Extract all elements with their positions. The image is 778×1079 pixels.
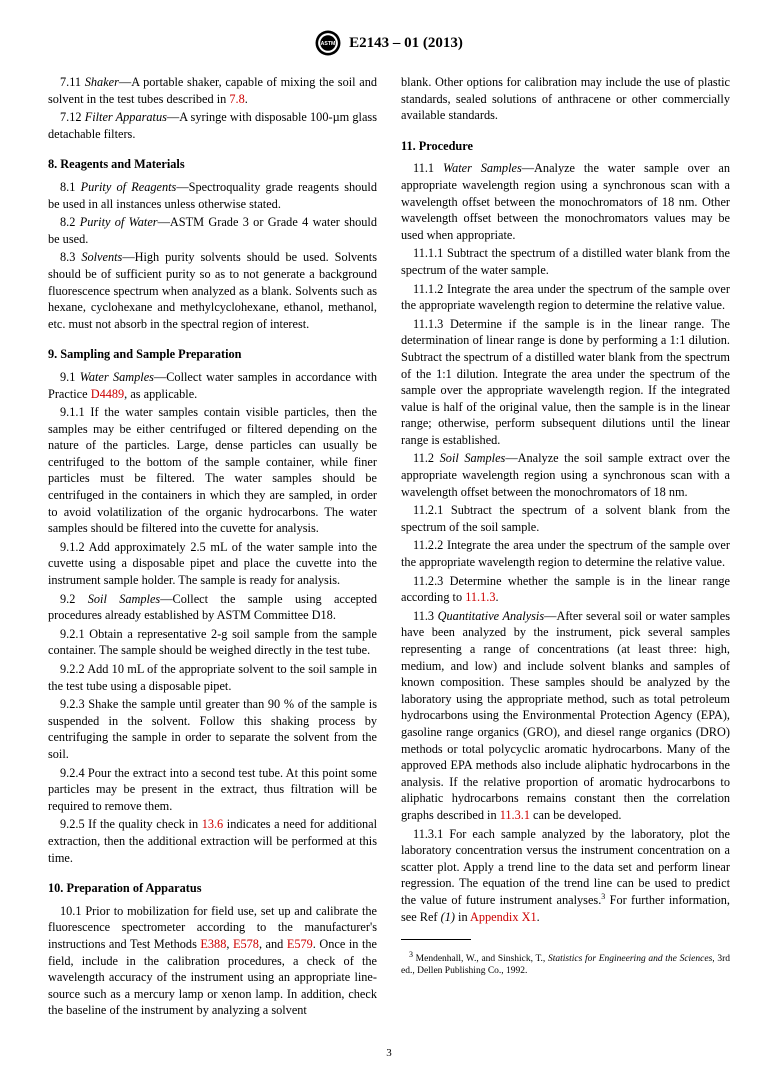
- body-text: 11.2.3 Determine whether the sample is i…: [401, 574, 730, 605]
- term: Soil Samples: [88, 592, 160, 606]
- para-9-2: 9.2 Soil Samples—Collect the sample usin…: [48, 591, 377, 624]
- clause-num: 8.2: [60, 215, 80, 229]
- term: Soil Samples: [440, 451, 506, 465]
- para-11-2: 11.2 Soil Samples—Analyze the soil sampl…: [401, 450, 730, 500]
- page-number: 3: [48, 1047, 730, 1059]
- term: Solvents: [81, 250, 122, 264]
- footnote-title: Statistics for Engineering and the Scien…: [548, 954, 712, 964]
- document-page: ASTM E2143 – 01 (2013) 7.11 Shaker—A por…: [0, 0, 778, 1079]
- clause-num: 9.1: [60, 370, 80, 384]
- svg-text:ASTM: ASTM: [321, 41, 336, 47]
- page-header: ASTM E2143 – 01 (2013): [48, 30, 730, 56]
- right-column: blank. Other options for calibration may…: [401, 74, 730, 1021]
- para-11-1-3: 11.1.3 Determine if the sample is in the…: [401, 316, 730, 449]
- body-text: , as applicable.: [124, 387, 197, 401]
- two-column-layout: 7.11 Shaker—A portable shaker, capable o…: [48, 74, 730, 1021]
- para-11-1: 11.1 Water Samples—Analyze the water sam…: [401, 160, 730, 243]
- clause-num: 8.3: [60, 250, 81, 264]
- para-9-1-2: 9.1.2 Add approximately 2.5 mL of the wa…: [48, 539, 377, 589]
- left-column: 7.11 Shaker—A portable shaker, capable o…: [48, 74, 377, 1021]
- clause-num: 11.3: [413, 609, 438, 623]
- term: Water Samples: [80, 370, 154, 384]
- header-title: E2143 – 01 (2013): [349, 35, 463, 52]
- para-8-2: 8.2 Purity of Water—ASTM Grade 3 or Grad…: [48, 214, 377, 247]
- footnote-text: Mendenhall, W., and Sinshick, T.,: [413, 954, 548, 964]
- clause-num: 9.2: [60, 592, 88, 606]
- cross-ref-link[interactable]: 13.6: [202, 817, 224, 831]
- footnote-separator: [401, 939, 471, 940]
- section-11-heading: 11. Procedure: [401, 138, 730, 155]
- body-text: —After several soil or water samples hav…: [401, 609, 730, 822]
- clause-num: 7.11: [60, 75, 85, 89]
- body-text: .: [496, 590, 499, 604]
- para-11-3-1: 11.3.1 For each sample analyzed by the l…: [401, 826, 730, 926]
- clause-num: 8.1: [60, 180, 81, 194]
- para-9-2-2: 9.2.2 Add 10 mL of the appropriate solve…: [48, 661, 377, 694]
- ref-num: (1): [441, 910, 455, 924]
- para-9-2-3: 9.2.3 Shake the sample until greater tha…: [48, 696, 377, 762]
- body-text: .: [537, 910, 540, 924]
- para-8-1: 8.1 Purity of Reagents—Spectroquality gr…: [48, 179, 377, 212]
- body-text: 9.2.5 If the quality check in: [60, 817, 202, 831]
- cross-ref-link[interactable]: E579: [287, 937, 313, 951]
- term: Purity of Reagents: [81, 180, 177, 194]
- cross-ref-link[interactable]: D4489: [91, 387, 124, 401]
- body-text: can be developed.: [530, 808, 622, 822]
- para-9-2-4: 9.2.4 Pour the extract into a second tes…: [48, 765, 377, 815]
- para-11-1-1: 11.1.1 Subtract the spectrum of a distil…: [401, 245, 730, 278]
- cross-ref-link[interactable]: E388: [200, 937, 226, 951]
- body-text: .: [245, 92, 248, 106]
- para-10-1-cont: blank. Other options for calibration may…: [401, 74, 730, 124]
- body-text: ,: [226, 937, 233, 951]
- cross-ref-link[interactable]: 7.8: [229, 92, 244, 106]
- para-9-1-1: 9.1.1 If the water samples contain visib…: [48, 404, 377, 537]
- para-9-2-1: 9.2.1 Obtain a representative 2-g soil s…: [48, 626, 377, 659]
- section-10-heading: 10. Preparation of Apparatus: [48, 880, 377, 897]
- para-11-1-2: 11.1.2 Integrate the area under the spec…: [401, 281, 730, 314]
- para-8-3: 8.3 Solvents—High purity solvents should…: [48, 249, 377, 332]
- cross-ref-link[interactable]: E578: [233, 937, 259, 951]
- footnote-3: 3 Mendenhall, W., and Sinshick, T., Stat…: [401, 950, 730, 978]
- clause-num: 11.2: [413, 451, 440, 465]
- para-9-2-5: 9.2.5 If the quality check in 13.6 indic…: [48, 816, 377, 866]
- term: Purity of Water: [80, 215, 158, 229]
- astm-logo-icon: ASTM: [315, 30, 341, 56]
- para-11-3: 11.3 Quantitative Analysis—After several…: [401, 608, 730, 824]
- term: Filter Apparatus: [85, 110, 167, 124]
- para-10-1: 10.1 Prior to mobilization for field use…: [48, 903, 377, 1019]
- cross-ref-link[interactable]: 11.3.1: [500, 808, 530, 822]
- term: Shaker: [85, 75, 119, 89]
- cross-ref-link[interactable]: Appendix X1: [470, 910, 537, 924]
- body-text: , and: [259, 937, 287, 951]
- clause-num: 11.1: [413, 161, 443, 175]
- para-7-11: 7.11 Shaker—A portable shaker, capable o…: [48, 74, 377, 107]
- para-11-2-3: 11.2.3 Determine whether the sample is i…: [401, 573, 730, 606]
- para-7-12: 7.12 Filter Apparatus—A syringe with dis…: [48, 109, 377, 142]
- para-11-2-1: 11.2.1 Subtract the spectrum of a solven…: [401, 502, 730, 535]
- para-11-2-2: 11.2.2 Integrate the area under the spec…: [401, 537, 730, 570]
- para-9-1: 9.1 Water Samples—Collect water samples …: [48, 369, 377, 402]
- body-text: in: [455, 910, 470, 924]
- section-8-heading: 8. Reagents and Materials: [48, 156, 377, 173]
- cross-ref-link[interactable]: 11.1.3: [465, 590, 495, 604]
- clause-num: 7.12: [60, 110, 85, 124]
- term: Water Samples: [443, 161, 522, 175]
- term: Quantitative Analysis: [438, 609, 545, 623]
- section-9-heading: 9. Sampling and Sample Preparation: [48, 346, 377, 363]
